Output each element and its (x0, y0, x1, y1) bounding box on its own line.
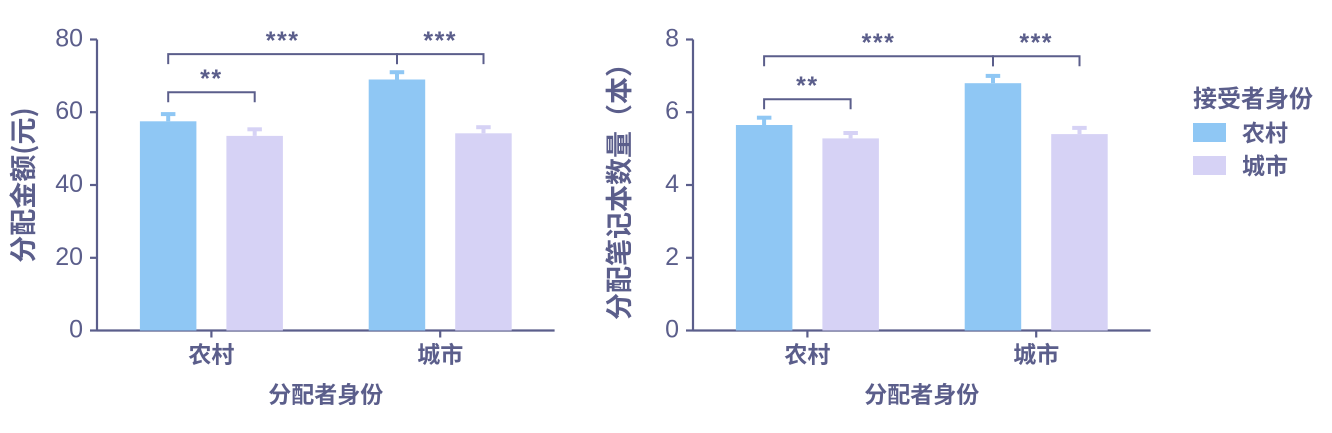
svg-text:0: 0 (665, 316, 679, 344)
svg-text:80: 80 (55, 25, 83, 53)
svg-text:***: *** (1019, 29, 1053, 57)
svg-text:0: 0 (69, 316, 83, 344)
svg-text:分配金额(元): 分配金额(元) (2, 107, 41, 262)
svg-text:**: ** (796, 72, 818, 100)
svg-text:40: 40 (55, 170, 83, 198)
svg-text:城市: 城市 (417, 336, 463, 370)
svg-text:分配者身份: 分配者身份 (864, 376, 979, 410)
svg-text:农村: 农村 (188, 336, 234, 370)
svg-text:**: ** (200, 65, 222, 93)
svg-text:***: *** (266, 27, 300, 55)
svg-text:60: 60 (55, 97, 83, 125)
svg-text:城市: 城市 (1242, 147, 1288, 181)
svg-text:分配笔记本数量（本）: 分配笔记本数量（本） (598, 50, 637, 320)
svg-text:分配者身份: 分配者身份 (268, 376, 383, 410)
svg-text:20: 20 (55, 243, 83, 271)
svg-text:2: 2 (665, 243, 679, 271)
svg-text:接受者身份: 接受者身份 (1193, 79, 1313, 114)
svg-text:农村: 农村 (1242, 114, 1288, 148)
svg-text:4: 4 (665, 170, 679, 198)
svg-text:8: 8 (665, 25, 679, 53)
svg-text:***: *** (423, 27, 457, 55)
svg-text:农村: 农村 (784, 336, 830, 370)
svg-text:***: *** (862, 29, 896, 57)
svg-text:6: 6 (665, 97, 679, 125)
svg-text:城市: 城市 (1013, 336, 1059, 370)
